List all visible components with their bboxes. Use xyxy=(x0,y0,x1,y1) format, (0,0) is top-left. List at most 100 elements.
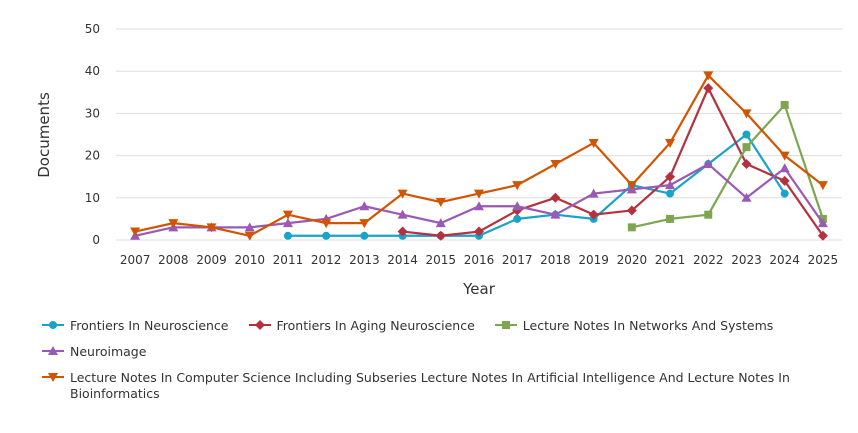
data-point[interactable] xyxy=(512,181,523,191)
data-point[interactable] xyxy=(779,175,790,186)
data-point[interactable] xyxy=(474,226,484,237)
legend-marker-square xyxy=(494,321,517,329)
series-line xyxy=(402,86,824,237)
data-point[interactable] xyxy=(704,210,713,219)
data-point[interactable] xyxy=(627,223,636,232)
data-point[interactable] xyxy=(666,214,675,223)
x-tick-label: 2016 xyxy=(464,253,495,267)
data-point[interactable] xyxy=(665,171,676,182)
legend-item-frontiers-in-neuroscience[interactable]: Frontiers In Neuroscience xyxy=(40,318,229,334)
data-point[interactable] xyxy=(435,198,446,208)
series-line xyxy=(134,162,824,237)
legend-item-lecture-notes-networks[interactable]: Lecture Notes In Networks And Systems xyxy=(493,318,773,334)
data-point[interactable] xyxy=(742,143,751,152)
data-point[interactable] xyxy=(626,205,637,216)
data-point[interactable] xyxy=(513,214,522,223)
x-tick-labels: 2007 2008 2009 2010 2011 2012 2013 2014 2015 2016… xyxy=(120,253,838,267)
series-line xyxy=(631,103,824,229)
x-tick-label: 2009 xyxy=(196,253,227,267)
data-point[interactable] xyxy=(666,189,675,198)
legend-label: Frontiers In Aging Neuroscience xyxy=(276,318,475,333)
data-point[interactable] xyxy=(550,209,561,219)
data-point[interactable] xyxy=(397,189,408,199)
legend: Frontiers In Neuroscience Frontiers In A… xyxy=(40,318,840,412)
data-point[interactable] xyxy=(703,83,714,94)
series-group xyxy=(130,71,828,241)
data-point[interactable] xyxy=(397,209,408,219)
data-point[interactable] xyxy=(780,189,789,198)
series-1 xyxy=(397,83,828,241)
y-tick-label: 10 xyxy=(85,191,100,205)
legend-row-2: Neuroimage xyxy=(40,344,840,360)
data-point[interactable] xyxy=(359,201,370,211)
legend-item-frontiers-in-aging-neuroscience[interactable]: Frontiers In Aging Neuroscience xyxy=(247,318,475,334)
x-tick-label: 2012 xyxy=(311,253,342,267)
data-point[interactable] xyxy=(474,189,484,199)
x-tick-label: 2023 xyxy=(731,253,762,267)
y-tick-label: 50 xyxy=(85,22,100,36)
legend-row-3: Lecture Notes In Computer Science Includ… xyxy=(40,370,840,402)
legend-label: Neuroimage xyxy=(70,344,147,359)
data-point[interactable] xyxy=(244,231,255,241)
data-point[interactable] xyxy=(397,226,408,237)
data-point[interactable] xyxy=(435,218,446,228)
data-point[interactable] xyxy=(168,219,179,229)
data-point[interactable] xyxy=(130,227,141,237)
data-point[interactable] xyxy=(244,222,255,232)
x-tick-label: 2014 xyxy=(387,253,418,267)
y-tick-label: 40 xyxy=(85,64,100,78)
x-tick-label: 2013 xyxy=(349,253,380,267)
legend-marker-triangle-up xyxy=(42,346,64,355)
legend-marker-diamond xyxy=(248,320,271,330)
data-point[interactable] xyxy=(665,138,676,148)
legend-item-neuroimage[interactable]: Neuroimage xyxy=(40,344,146,360)
data-point[interactable] xyxy=(665,180,676,190)
data-point[interactable] xyxy=(817,230,828,241)
gridlines xyxy=(116,28,842,241)
y-tick-label: 30 xyxy=(85,106,100,120)
data-point[interactable] xyxy=(703,159,714,169)
legend-label: Lecture Notes In Computer Science Includ… xyxy=(70,370,790,401)
data-point[interactable] xyxy=(550,192,561,203)
data-point[interactable] xyxy=(817,218,828,228)
data-point[interactable] xyxy=(626,181,637,191)
data-point[interactable] xyxy=(512,201,523,211)
legend-label: Frontiers In Neuroscience xyxy=(70,318,229,333)
x-tick-label: 2020 xyxy=(617,253,648,267)
data-point[interactable] xyxy=(282,218,293,228)
data-point[interactable] xyxy=(742,130,751,139)
x-tick-label: 2011 xyxy=(273,253,304,267)
data-point[interactable] xyxy=(741,192,752,202)
data-point[interactable] xyxy=(359,219,370,229)
data-point[interactable] xyxy=(588,138,599,148)
data-point[interactable] xyxy=(741,109,752,119)
data-point[interactable] xyxy=(741,159,752,170)
x-tick-label: 2008 xyxy=(158,253,189,267)
data-point[interactable] xyxy=(360,231,369,240)
y-tick-label: 0 xyxy=(92,233,100,247)
data-point[interactable] xyxy=(817,181,828,191)
data-point[interactable] xyxy=(435,230,446,241)
data-point[interactable] xyxy=(588,188,599,198)
data-point[interactable] xyxy=(780,100,789,109)
data-point[interactable] xyxy=(283,231,292,240)
data-point[interactable] xyxy=(282,210,293,220)
x-tick-label: 2017 xyxy=(502,253,533,267)
data-point[interactable] xyxy=(206,223,217,233)
legend-marker-circle xyxy=(42,321,64,329)
y-axis-title: Documents xyxy=(35,92,53,178)
x-tick-label: 2018 xyxy=(540,253,571,267)
x-tick-label: 2007 xyxy=(120,253,151,267)
data-point[interactable] xyxy=(474,201,484,211)
x-tick-label: 2010 xyxy=(234,253,265,267)
data-point[interactable] xyxy=(322,231,331,240)
data-point[interactable] xyxy=(703,71,714,81)
data-point[interactable] xyxy=(321,219,332,229)
data-point[interactable] xyxy=(588,209,599,220)
legend-item-lncs[interactable]: Lecture Notes In Computer Science Includ… xyxy=(40,370,800,402)
x-tick-label: 2024 xyxy=(769,253,800,267)
data-point[interactable] xyxy=(779,151,790,161)
data-point[interactable] xyxy=(550,160,561,170)
legend-row-1: Frontiers In Neuroscience Frontiers In A… xyxy=(40,318,840,334)
data-point[interactable] xyxy=(779,163,790,173)
